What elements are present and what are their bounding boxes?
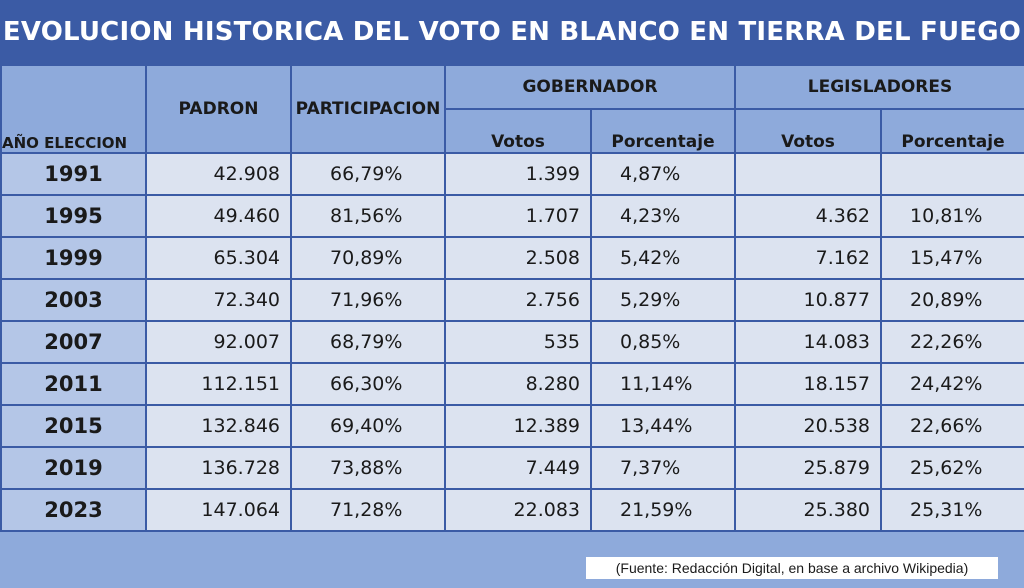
cell-gob-porcentaje: 4,87% (589, 152, 737, 196)
cell-gob-porcentaje: 7,37% (589, 446, 737, 490)
cell-year: 2015 (0, 404, 147, 448)
cell-gob-votos: 2.756 (444, 278, 592, 322)
cell-leg-votos: 25.879 (734, 446, 883, 490)
header-padron: PADRON (145, 64, 292, 154)
cell-gob-votos: 12.389 (444, 404, 592, 448)
header-gobernador: GOBERNADOR (443, 64, 737, 110)
cell-leg-porcentaje: 22,66% (880, 404, 1024, 448)
table-row: 2003 72.340 71,96% 2.756 5,29% 10.877 20,89% (0, 278, 1024, 322)
cell-gob-votos: 8.280 (444, 362, 592, 406)
cell-leg-porcentaje: 22,26% (880, 320, 1024, 364)
cell-gob-porcentaje: 0,85% (589, 320, 737, 364)
cell-leg-porcentaje: 25,31% (880, 488, 1024, 532)
header-gob-votos: Votos (444, 108, 592, 154)
cell-padron: 49.460 (145, 194, 292, 238)
cell-padron: 147.064 (145, 488, 292, 532)
cell-gob-porcentaje: 5,29% (589, 278, 737, 322)
cell-gob-porcentaje: 21,59% (589, 488, 737, 532)
header-year: AÑO ELECCION (0, 64, 147, 154)
cell-year: 2023 (0, 488, 147, 532)
table-row: 2011 112.151 66,30% 8.280 11,14% 18.157 24,42% (0, 362, 1024, 406)
table-row: 2007 92.007 68,79% 535 0,85% 14.083 22,26% (0, 320, 1024, 364)
table-title: EVOLUCION HISTORICA DEL VOTO EN BLANCO E… (0, 0, 1024, 64)
table-row: 1999 65.304 70,89% 2.508 5,42% 7.162 15,47% (0, 236, 1024, 280)
cell-participacion: 81,56% (290, 194, 446, 238)
cell-leg-votos: 7.162 (734, 236, 883, 280)
table-body: 1991 42.908 66,79% 1.399 4,87% 1995 49.460 81,5… (0, 152, 1024, 532)
cell-leg-porcentaje (880, 152, 1024, 196)
cell-leg-votos: 20.538 (734, 404, 883, 448)
cell-leg-porcentaje: 20,89% (880, 278, 1024, 322)
cell-gob-porcentaje: 13,44% (589, 404, 737, 448)
cell-participacion: 73,88% (290, 446, 446, 490)
table-row: 2019 136.728 73,88% 7.449 7,37% 25.879 25,62% (0, 446, 1024, 490)
cell-leg-votos: 25.380 (734, 488, 883, 532)
table-row: 1995 49.460 81,56% 1.707 4,23% 4.362 10,81% (0, 194, 1024, 238)
cell-participacion: 70,89% (290, 236, 446, 280)
cell-leg-porcentaje: 10,81% (880, 194, 1024, 238)
cell-participacion: 69,40% (290, 404, 446, 448)
cell-leg-votos (734, 152, 883, 196)
cell-participacion: 71,96% (290, 278, 446, 322)
cell-leg-porcentaje: 24,42% (880, 362, 1024, 406)
cell-year: 2011 (0, 362, 147, 406)
cell-padron: 112.151 (145, 362, 292, 406)
cell-year: 2019 (0, 446, 147, 490)
cell-gob-votos: 1.399 (444, 152, 592, 196)
cell-padron: 42.908 (145, 152, 292, 196)
header-leg-porcentaje: Porcentaje (880, 108, 1024, 154)
cell-padron: 65.304 (145, 236, 292, 280)
cell-gob-votos: 22.083 (444, 488, 592, 532)
cell-gob-porcentaje: 11,14% (589, 362, 737, 406)
cell-gob-votos: 7.449 (444, 446, 592, 490)
cell-participacion: 66,30% (290, 362, 446, 406)
cell-year: 1991 (0, 152, 147, 196)
cell-year: 2007 (0, 320, 147, 364)
cell-gob-votos: 1.707 (444, 194, 592, 238)
cell-year: 2003 (0, 278, 147, 322)
cell-leg-porcentaje: 25,62% (880, 446, 1024, 490)
cell-padron: 72.340 (145, 278, 292, 322)
cell-gob-porcentaje: 4,23% (589, 194, 737, 238)
cell-participacion: 68,79% (290, 320, 446, 364)
cell-participacion: 66,79% (290, 152, 446, 196)
cell-gob-votos: 535 (444, 320, 592, 364)
table-row: 2015 132.846 69,40% 12.389 13,44% 20.538 22,66… (0, 404, 1024, 448)
table-row: 1991 42.908 66,79% 1.399 4,87% (0, 152, 1024, 196)
header-legisladores: LEGISLADORES (734, 64, 1024, 110)
cell-leg-votos: 10.877 (734, 278, 883, 322)
header-gob-porcentaje: Porcentaje (589, 108, 737, 154)
cell-leg-votos: 18.157 (734, 362, 883, 406)
cell-participacion: 71,28% (290, 488, 446, 532)
cell-leg-porcentaje: 15,47% (880, 236, 1024, 280)
cell-leg-votos: 4.362 (734, 194, 883, 238)
header-participacion: PARTICIPACION (290, 64, 446, 154)
source-note: (Fuente: Redacción Digital, en base a ar… (586, 557, 998, 579)
results-table: AÑO ELECCION PADRON PARTICIPACION GOBERN… (0, 64, 1024, 532)
header-leg-votos: Votos (734, 108, 883, 154)
cell-year: 1995 (0, 194, 147, 238)
cell-gob-porcentaje: 5,42% (589, 236, 737, 280)
table-row: 2023 147.064 71,28% 22.083 21,59% 25.380 25,31… (0, 488, 1024, 532)
cell-padron: 132.846 (145, 404, 292, 448)
cell-gob-votos: 2.508 (444, 236, 592, 280)
cell-padron: 92.007 (145, 320, 292, 364)
cell-padron: 136.728 (145, 446, 292, 490)
cell-year: 1999 (0, 236, 147, 280)
cell-leg-votos: 14.083 (734, 320, 883, 364)
